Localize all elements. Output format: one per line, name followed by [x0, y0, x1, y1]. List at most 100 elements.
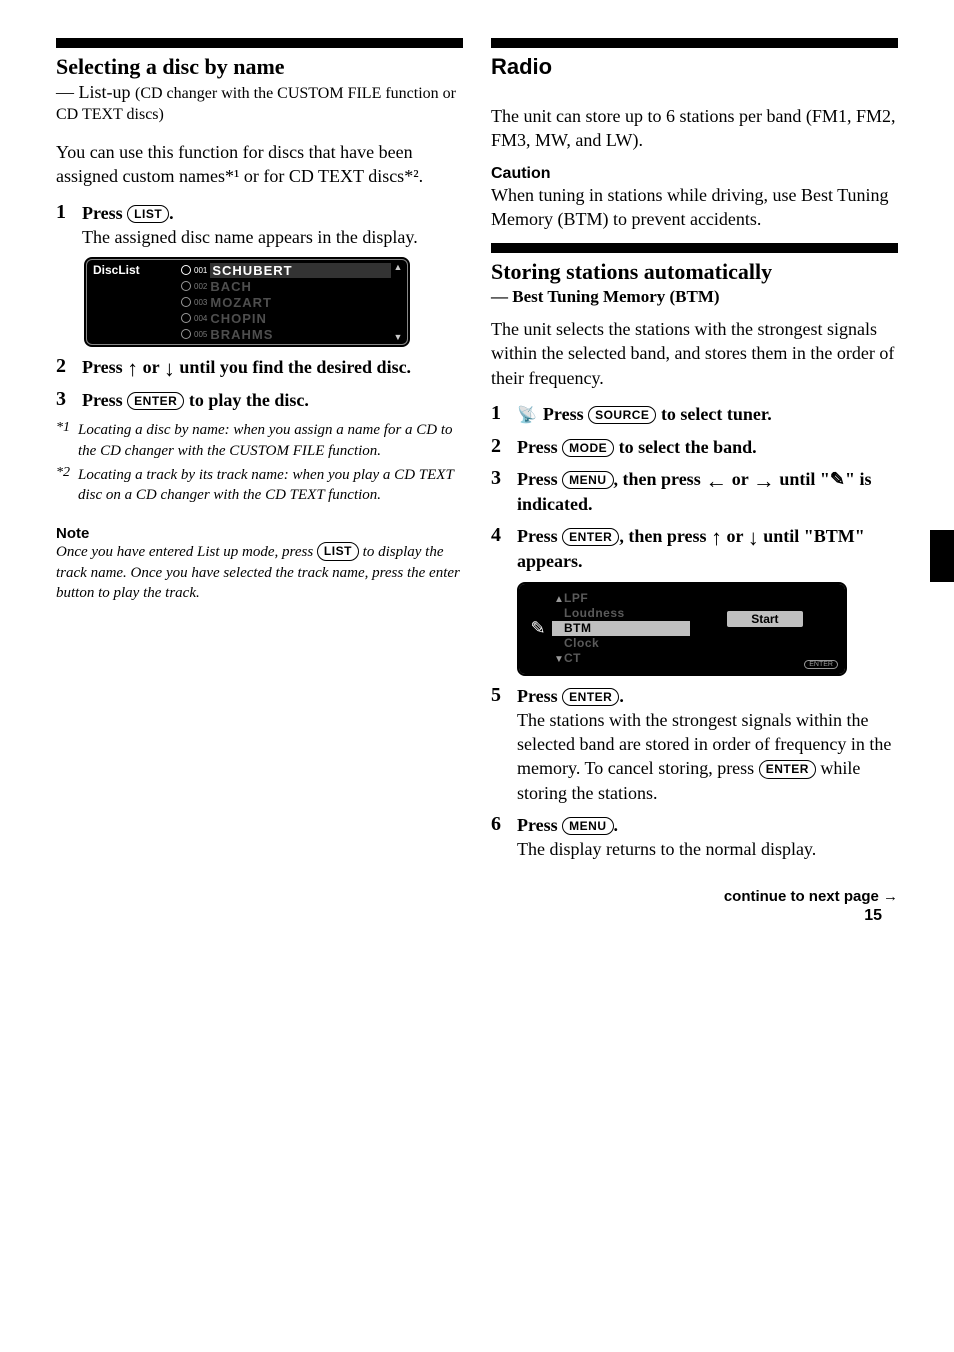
step-body: 📡Press SOURCE to select tuner.	[517, 402, 898, 427]
btm-step-4: 4 Press ENTER, then press ↑ or ↓ until "…	[491, 524, 898, 573]
footnote-mark: *2	[56, 465, 78, 506]
disc-icon	[181, 297, 191, 307]
step-body: Press ENTER to play the disc.	[82, 388, 463, 412]
text: Press	[517, 469, 562, 489]
step-num: 2	[56, 355, 82, 380]
menu-display: ✎ ▲LPF Loudness BTM Clock ▼CT Start ENTE…	[519, 584, 845, 674]
menu-label: Clock	[564, 636, 599, 650]
left-column: Selecting a disc by name — List-up (CD c…	[56, 38, 463, 905]
list-button[interactable]: LIST	[317, 542, 359, 560]
enter-button[interactable]: ENTER	[562, 688, 619, 706]
menu-down-icon: ▼	[554, 654, 564, 667]
step-after: The stations with the strongest signals …	[517, 708, 898, 805]
lcd-inner: DiscList 001 SCHUBERT 002 BACH	[86, 259, 408, 345]
text: , then press	[619, 526, 711, 546]
disc-num: 001	[194, 266, 207, 275]
menu-start-label: Start	[727, 611, 802, 627]
text: Press	[517, 526, 562, 546]
text: Press	[82, 357, 127, 377]
menu-label: BTM	[564, 621, 592, 635]
arrow-right-icon: →	[753, 470, 775, 492]
arrow-up-icon: ↑	[711, 527, 722, 549]
heading-select-disc: Selecting a disc by name	[56, 54, 463, 80]
text: to select tuner.	[656, 404, 771, 424]
disc-name: BACH	[210, 279, 391, 294]
disc-icon	[181, 329, 191, 339]
scroll-down-icon[interactable]: ▼	[394, 332, 403, 342]
text: Once you have entered List up mode, pres…	[56, 544, 317, 560]
step-body: Press LIST. The assigned disc name appea…	[82, 201, 463, 250]
list-button[interactable]: LIST	[127, 205, 169, 223]
menu-item: Loudness	[552, 606, 690, 621]
disc-icon	[181, 313, 191, 323]
note-block: Note Once you have entered List up mode,…	[56, 525, 463, 603]
step-num: 3	[56, 388, 82, 412]
enter-button[interactable]: ENTER	[759, 760, 816, 778]
disc-name: MOZART	[210, 295, 391, 310]
arrow-down-icon: ↓	[748, 527, 759, 549]
radio-body-1: The unit can store up to 6 stations per …	[491, 104, 898, 153]
antenna-icon: 📡	[517, 407, 537, 424]
step-2: 2 Press ↑ or ↓ until you find the desire…	[56, 355, 463, 380]
note-heading: Note	[56, 525, 463, 542]
intro-text: You can use this function for discs that…	[56, 140, 463, 189]
page-number: 15	[864, 907, 882, 925]
continue-link[interactable]: continue to next page →	[491, 888, 898, 905]
menu-enter-badge: ENTER	[804, 660, 838, 669]
text: until "	[775, 469, 830, 489]
text: or	[727, 469, 753, 489]
step-1: 1 Press LIST. The assigned disc name app…	[56, 201, 463, 250]
source-button[interactable]: SOURCE	[588, 406, 656, 424]
step-num: 1	[56, 201, 82, 250]
menu-button[interactable]: MENU	[562, 471, 613, 489]
text: Press	[517, 686, 562, 706]
btm-step-6: 6 Press MENU. The display returns to the…	[491, 813, 898, 862]
right-column: Radio The unit can store up to 6 station…	[491, 38, 898, 905]
lcd-scrollbar[interactable]: ▲ ▼	[391, 262, 405, 342]
step-body: Press MENU, then press ← or → until "✎" …	[517, 467, 898, 516]
disc-name: BRAHMS	[210, 327, 391, 342]
step-body: Press ENTER. The stations with the stron…	[517, 684, 898, 805]
pencil-icon: ✎	[830, 469, 845, 489]
btm-intro: The unit selects the stations with the s…	[491, 317, 898, 390]
arrow-up-icon: ↑	[127, 358, 138, 380]
mode-button[interactable]: MODE	[562, 439, 614, 457]
disc-list-display: DiscList 001 SCHUBERT 002 BACH	[84, 257, 410, 347]
scroll-up-icon[interactable]: ▲	[394, 262, 403, 272]
step-num: 1	[491, 402, 517, 427]
section-bar	[491, 243, 898, 253]
text: or	[722, 526, 748, 546]
section-bar	[56, 38, 463, 48]
btm-step-1: 1 📡Press SOURCE to select tuner.	[491, 402, 898, 427]
caution-label: Caution	[491, 165, 898, 183]
caution-body: When tuning in stations while driving, u…	[491, 183, 898, 232]
disc-name-active: SCHUBERT	[210, 263, 391, 278]
menu-button[interactable]: MENU	[562, 817, 613, 835]
step-body: Press ENTER, then press ↑ or ↓ until "BT…	[517, 524, 898, 573]
text: , then press	[614, 469, 706, 489]
step-body: Press MENU. The display returns to the n…	[517, 813, 898, 862]
enter-button[interactable]: ENTER	[127, 392, 184, 410]
step-num: 2	[491, 435, 517, 459]
footnote-text: Locating a disc by name: when you assign…	[78, 420, 463, 461]
menu-item: ▼CT	[552, 651, 690, 667]
sub-btm: — Best Tuning Memory (BTM)	[491, 287, 898, 307]
disc-num: 002	[194, 282, 207, 291]
heading-radio: Radio	[491, 54, 898, 80]
text: Press	[517, 437, 562, 457]
text: Press	[517, 815, 562, 835]
step-after: The display returns to the normal displa…	[517, 837, 898, 861]
note-body: Once you have entered List up mode, pres…	[56, 542, 463, 603]
step-after: The assigned disc name appears in the di…	[82, 225, 463, 249]
disc-num: 003	[194, 298, 207, 307]
step-3: 3 Press ENTER to play the disc.	[56, 388, 463, 412]
disc-num: 004	[194, 314, 207, 323]
menu-label: CT	[564, 651, 581, 665]
step-body: Press MODE to select the band.	[517, 435, 898, 459]
disc-name: CHOPIN	[210, 311, 391, 326]
step-num: 5	[491, 684, 517, 805]
disc-num: 005	[194, 330, 207, 339]
page-columns: Selecting a disc by name — List-up (CD c…	[56, 38, 898, 905]
menu-item-selected: BTM	[552, 621, 690, 636]
enter-button[interactable]: ENTER	[562, 528, 619, 546]
